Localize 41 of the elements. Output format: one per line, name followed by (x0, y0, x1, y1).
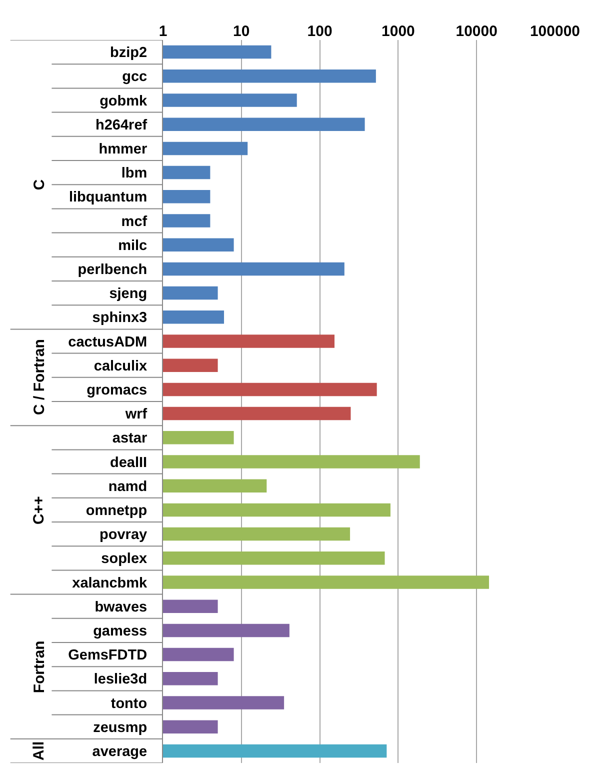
y-tick-label: xalancbmk (72, 575, 148, 592)
y-tick-label: sphinx3 (92, 310, 148, 326)
y-tick-label: dealII (110, 454, 148, 471)
y-tick-label: namd (108, 478, 148, 495)
y-tick-label: omnetpp (86, 503, 148, 520)
y-tick-label: hmmer (98, 142, 148, 158)
y-tick-label: libquantum (68, 190, 148, 206)
y-tick-label: tonto (110, 696, 148, 712)
text: C (30, 179, 48, 190)
y-tick-label: bzip2 (110, 45, 148, 62)
y-tick-label: average (92, 744, 148, 760)
y-tick-label: bwaves (94, 599, 148, 616)
text: Fortran (30, 640, 48, 694)
x-tick-label: 100 (307, 23, 332, 40)
x-tick-label: 1 (158, 23, 168, 40)
y-tick-label: mcf (121, 214, 148, 230)
y-tick-label: wrf (124, 406, 148, 423)
x-tick-label: 100000 (530, 23, 580, 40)
y-tick-label: lbm (121, 166, 148, 182)
x-tick-label: 1000 (382, 23, 415, 40)
y-tick-label: leslie3d (94, 672, 148, 688)
text: C / Fortran (31, 339, 48, 415)
y-tick-label: astar (112, 430, 148, 447)
y-tick-label: gamess (93, 624, 148, 640)
y-tick-label: soplex (101, 551, 148, 568)
y-tick-label: gcc (122, 69, 148, 86)
series-label: C++ (30, 496, 48, 524)
y-tick-label: GemsFDTD (68, 648, 148, 664)
y-tick-label: povray (100, 527, 148, 544)
x-tick-label: 10000 (456, 23, 498, 40)
y-tick-label: cactusADM (68, 334, 148, 350)
y-tick-label: calculix (94, 358, 148, 374)
y-tick-label: milc (118, 238, 148, 254)
series-label: All (30, 741, 48, 760)
y-tick-label: sjeng (109, 286, 148, 302)
y-tick-label: h264ref (96, 117, 148, 134)
y-tick-label: gobmk (100, 93, 148, 110)
y-tick-label: zeusmp (93, 720, 148, 736)
y-tick-label: perlbench (78, 262, 148, 278)
y-tick-label: gromacs (86, 382, 148, 399)
x-tick-label: 10 (233, 23, 250, 40)
